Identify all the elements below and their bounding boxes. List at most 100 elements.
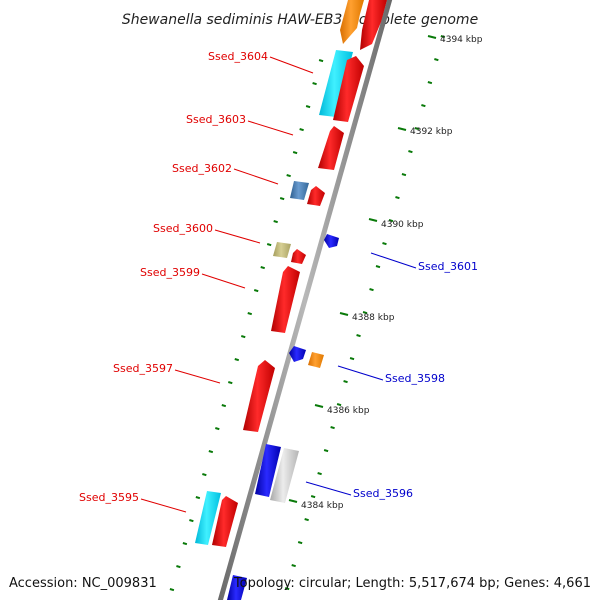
gene-ssed-3602-red[interactable] [307, 186, 325, 206]
track-dash [312, 82, 317, 86]
tick-tracks [169, 35, 446, 592]
genome-backbone [217, 0, 393, 600]
gene-label-ssed-3604[interactable]: Ssed_3604 [208, 50, 268, 63]
gene-ssed-3604-cyan[interactable] [319, 50, 353, 117]
track-dash [273, 220, 278, 224]
topology-text: Topology: circular; Length: 5,517,674 bp… [233, 576, 591, 591]
track-dash [375, 265, 381, 269]
scale-tick-label: 4394 kbp [440, 35, 483, 45]
gene-ssed-3598-blue[interactable] [289, 346, 306, 362]
gene-label-ssed-3599[interactable]: Ssed_3599 [140, 266, 200, 279]
scale-tick [368, 218, 378, 222]
track-dash [408, 150, 413, 154]
track-dash [286, 174, 291, 178]
gene-ssed-3596-gray[interactable] [270, 448, 299, 503]
leader-line [214, 229, 261, 244]
leader-line [233, 168, 279, 185]
track-dash [305, 105, 311, 109]
gene-ssed-3596-blue[interactable] [255, 444, 281, 497]
track-dash [299, 128, 304, 132]
gene-features-reverse [227, 234, 339, 600]
track-dash [427, 81, 433, 85]
track-dash [369, 288, 374, 292]
scale-tick [427, 35, 437, 39]
track-dash [176, 565, 181, 569]
track-dash [414, 127, 420, 131]
gene-label-ssed-3597[interactable]: Ssed_3597 [113, 362, 173, 375]
track-dash [317, 472, 322, 476]
track-dash [382, 242, 387, 246]
scale-tick [314, 404, 324, 408]
leader-line [174, 369, 221, 384]
track-dash [395, 196, 400, 200]
gene-blue-bottom[interactable] [227, 575, 247, 600]
track-dash [234, 358, 240, 362]
track-dash [401, 173, 407, 177]
map-title: Shewanella sediminis HAW-EB3, complete g… [122, 12, 478, 28]
scale-tick-label: 4386 kbp [327, 406, 370, 416]
track-dash [195, 496, 201, 500]
track-dash [260, 266, 266, 270]
gene-label-ssed-3595[interactable]: Ssed_3595 [79, 491, 139, 504]
leader-line [305, 481, 352, 496]
track-dash [208, 450, 214, 454]
gene-ssed-3598-orange[interactable] [308, 352, 324, 368]
scale-tick-label: 4392 kbp [410, 127, 453, 137]
track-dash [421, 104, 426, 108]
gene-orange-top[interactable] [340, 0, 364, 44]
track-dash [362, 311, 368, 315]
track-dash [292, 151, 298, 155]
track-dash [336, 403, 342, 407]
gene-label-ssed-3596[interactable]: Ssed_3596 [353, 487, 413, 500]
gene-ssed-3595-red[interactable] [212, 496, 238, 547]
gene-ssed-3604-red[interactable] [333, 56, 364, 122]
track-dash [279, 197, 285, 201]
track-dash [202, 473, 207, 477]
scale-tick [288, 499, 298, 503]
scale-tick-label: 4390 kbp [381, 220, 424, 230]
track-dash [323, 449, 329, 453]
track-dash [169, 588, 175, 592]
gene-ssed-3599[interactable] [271, 266, 300, 333]
gene-label-ssed-3603[interactable]: Ssed_3603 [186, 113, 246, 126]
leader-line [337, 365, 384, 381]
track-dash [388, 219, 394, 223]
gene-features [195, 0, 387, 547]
gene-label-ssed-3600[interactable]: Ssed_3600 [153, 222, 213, 235]
gene-ssed-3602-steel[interactable] [290, 181, 309, 200]
reverse-gene-labels: Ssed_3601 Ssed_3598 Ssed_3596 [305, 252, 478, 500]
leader-line [370, 252, 417, 269]
track-dash [284, 587, 290, 591]
track-dash [330, 426, 335, 430]
track-dash [215, 427, 220, 431]
track-dash [349, 357, 355, 361]
track-dash [434, 58, 439, 62]
track-dash [291, 564, 296, 568]
gene-ssed-3603[interactable] [318, 126, 344, 170]
track-dash [297, 541, 303, 545]
gene-ssed-3595-cyan[interactable] [195, 491, 221, 545]
track-dash [189, 519, 194, 523]
gene-label-ssed-3601[interactable]: Ssed_3601 [418, 260, 478, 273]
scale-tick-label: 4388 kbp [352, 313, 395, 323]
gene-ssed-3600-red[interactable] [291, 249, 306, 264]
gene-label-ssed-3602[interactable]: Ssed_3602 [172, 162, 232, 175]
track-dash [356, 334, 361, 338]
gene-ssed-3601[interactable] [324, 234, 339, 248]
scale-ticks: 4394 kbp 4392 kbp 4390 kbp 4388 kbp 4386… [288, 35, 483, 511]
accession-text: Accession: NC_009831 [9, 576, 157, 591]
gene-ssed-3597[interactable] [243, 360, 275, 432]
scale-tick-label: 4384 kbp [301, 501, 344, 511]
gene-label-ssed-3598[interactable]: Ssed_3598 [385, 372, 445, 385]
scale-tick [339, 312, 349, 316]
track-dash [310, 495, 316, 499]
track-dash [221, 404, 227, 408]
track-dash [304, 518, 309, 522]
gene-ssed-3600-khaki[interactable] [273, 242, 291, 258]
track-dash [318, 59, 324, 63]
gene-red-top[interactable] [360, 0, 387, 50]
track-dash [266, 243, 272, 247]
leader-line [201, 273, 246, 289]
track-dash [247, 312, 253, 316]
